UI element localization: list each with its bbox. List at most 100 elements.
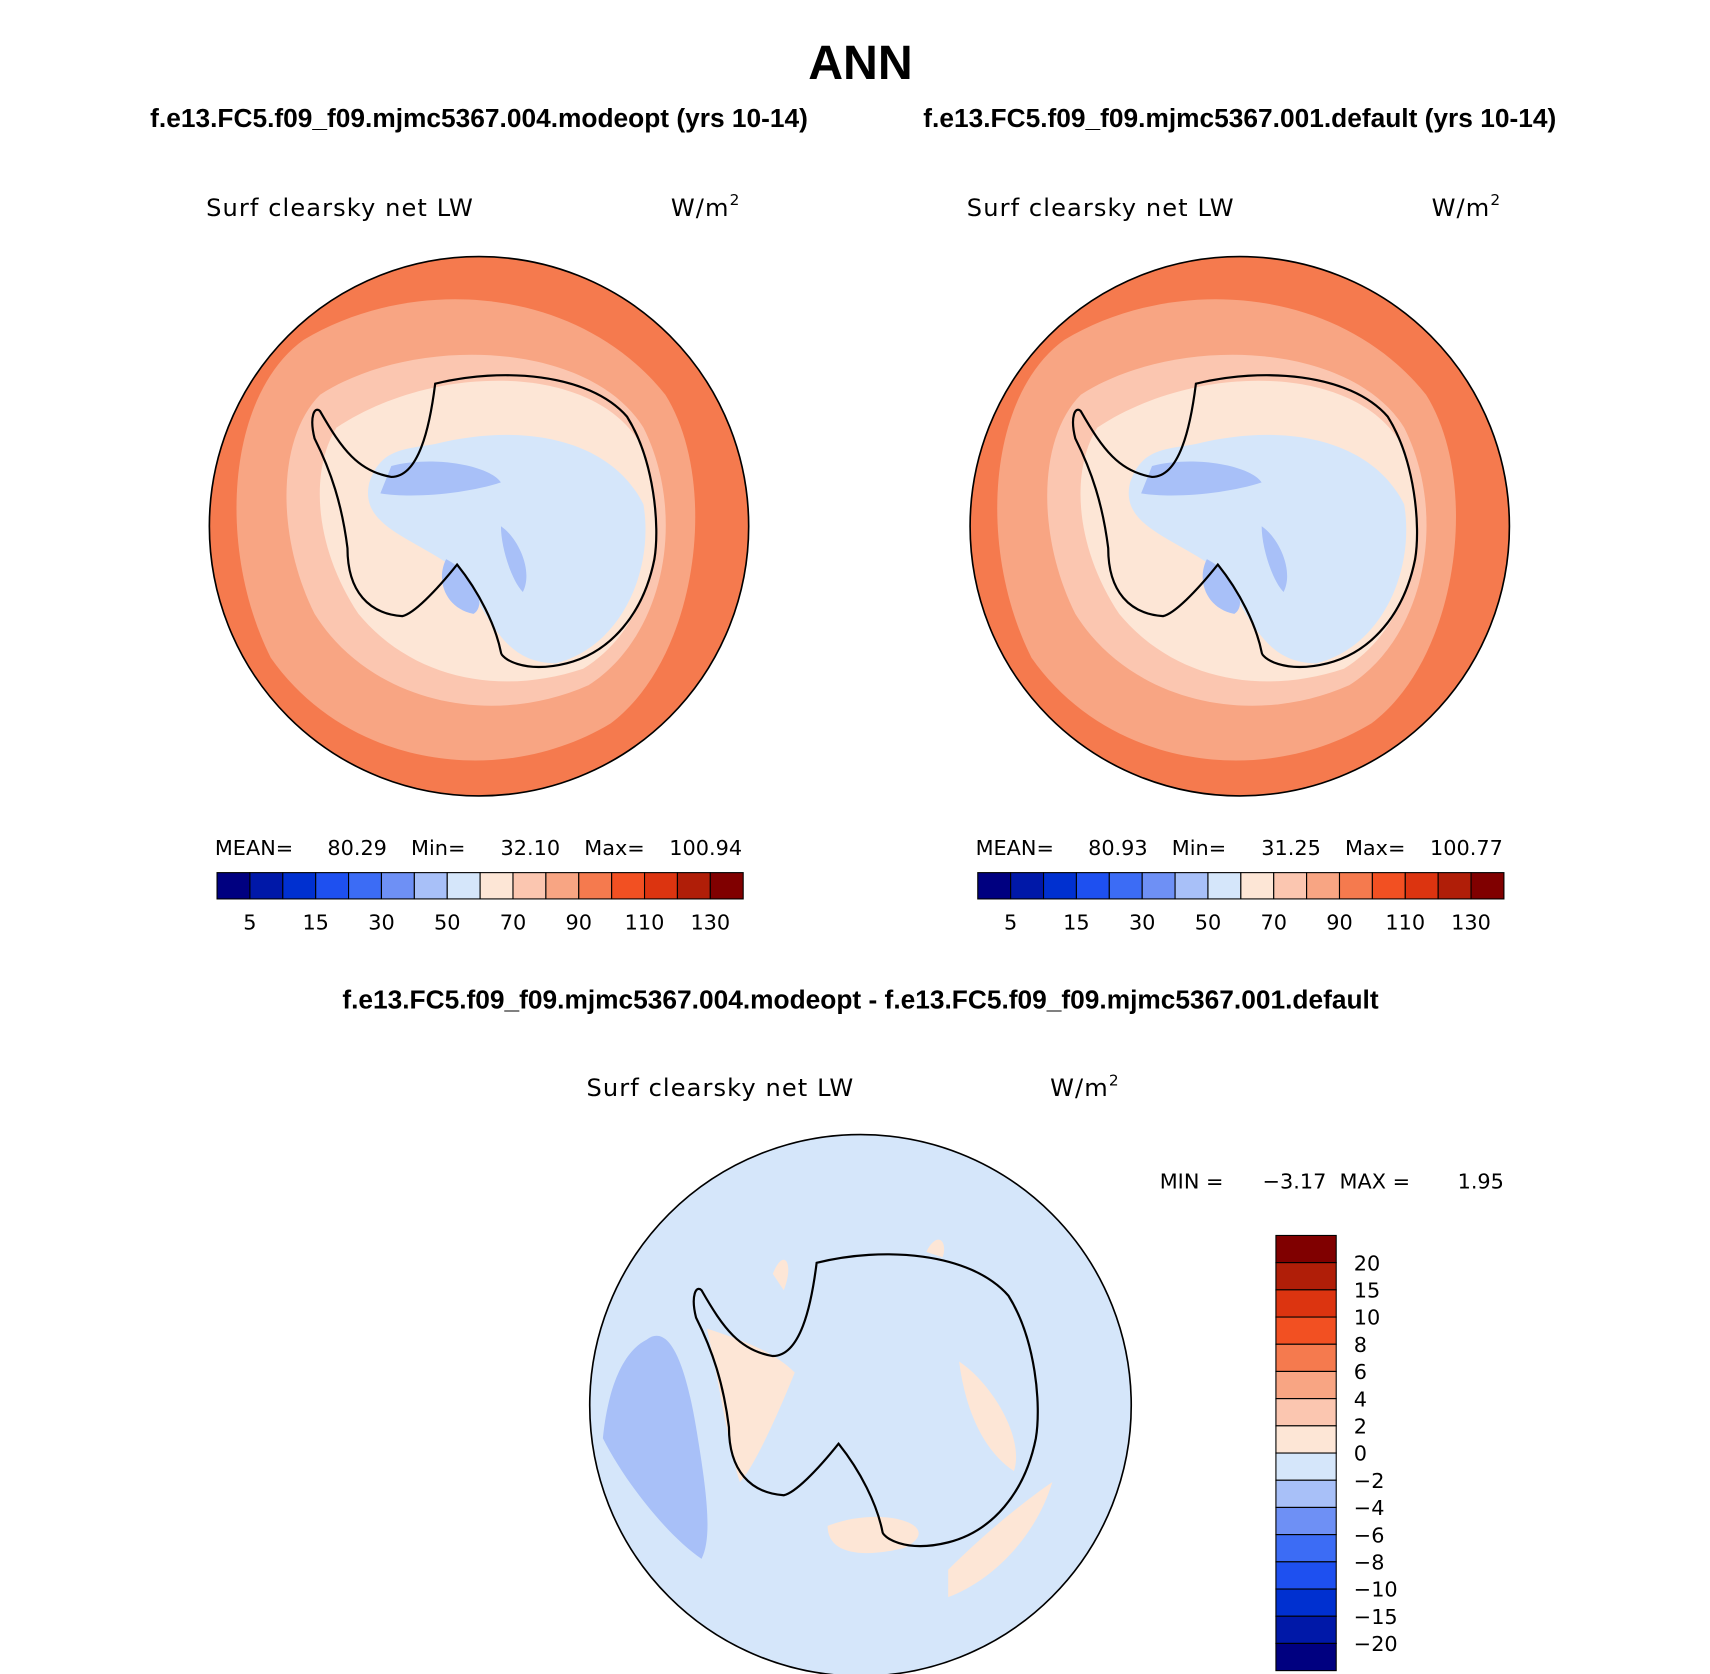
unit: W/m2 xyxy=(671,191,741,222)
colorbar-box xyxy=(1042,872,1077,900)
colorbar-label: 30 xyxy=(368,911,394,935)
colorbar-box xyxy=(1240,872,1275,900)
colorbar-box xyxy=(1275,1425,1337,1454)
colorbar-box xyxy=(479,872,514,900)
colorbar-box xyxy=(1275,1561,1337,1590)
colorbar-label: 15 xyxy=(1063,911,1089,935)
figure-title: ANN xyxy=(808,36,912,90)
stat-value: 80.29 xyxy=(327,836,387,860)
colorbar-label: 10 xyxy=(1354,1306,1380,1330)
colorbar-label: 5 xyxy=(243,911,256,935)
unit: W/m2 xyxy=(1432,191,1502,222)
colorbar-box xyxy=(1470,872,1505,900)
colorbar-label: 70 xyxy=(500,911,526,935)
colorbar-box xyxy=(578,872,613,900)
colorbar-label: −15 xyxy=(1354,1605,1398,1629)
colorbar-box xyxy=(1306,872,1341,900)
colorbar-box xyxy=(1275,1316,1337,1345)
colorbar-box xyxy=(1141,872,1176,900)
colorbar-box xyxy=(676,872,711,900)
colorbar-box xyxy=(1275,1534,1337,1563)
colorbar-label: 4 xyxy=(1354,1387,1367,1411)
map-panel: f.e13.FC5.f09_f09.mjmc5367.001.default (… xyxy=(923,103,1556,934)
colorbar-label: −10 xyxy=(1354,1578,1398,1602)
map xyxy=(970,257,1509,796)
colorbar-box xyxy=(1075,872,1110,900)
colorbar-box xyxy=(216,872,251,900)
colorbar-box xyxy=(709,872,744,900)
stat-label: Min= xyxy=(1172,836,1226,860)
colorbar-box xyxy=(1275,1452,1337,1481)
colorbar-box xyxy=(1371,872,1406,900)
colorbar-box xyxy=(1275,1398,1337,1427)
stat-value: 1.95 xyxy=(1458,1169,1504,1193)
colorbar-box xyxy=(446,872,481,900)
colorbar-label: 5 xyxy=(1004,911,1017,935)
colorbar-box xyxy=(1275,1479,1337,1508)
colorbar-box xyxy=(1174,872,1209,900)
colorbar-label: 2 xyxy=(1354,1415,1367,1439)
colorbar-label: 8 xyxy=(1354,1333,1367,1357)
colorbar-label: 6 xyxy=(1354,1360,1367,1384)
panel-subtitle: f.e13.FC5.f09_f09.mjmc5367.004.modeopt (… xyxy=(150,103,808,133)
colorbar-box xyxy=(1273,872,1308,900)
stat-value: 100.77 xyxy=(1430,836,1503,860)
colorbar-box xyxy=(1275,1588,1337,1617)
colorbar-box xyxy=(1275,1262,1337,1291)
colorbar-box xyxy=(413,872,448,900)
variable-name: Surf clearsky net LW xyxy=(967,194,1235,222)
colorbar-box xyxy=(1010,872,1045,900)
colorbar-box xyxy=(545,872,580,900)
difference-map xyxy=(588,1133,1132,1674)
colorbar-box xyxy=(315,872,350,900)
stat-value: 100.94 xyxy=(669,836,742,860)
colorbar-label: −2 xyxy=(1354,1469,1385,1493)
colorbar-box xyxy=(1108,872,1143,900)
colorbar-box xyxy=(380,872,415,900)
stat-label: Max= xyxy=(1345,836,1405,860)
colorbar-label: −4 xyxy=(1354,1496,1385,1520)
colorbar-label: 30 xyxy=(1129,911,1155,935)
difference-title: f.e13.FC5.f09_f09.mjmc5367.004.modeopt -… xyxy=(342,985,1379,1015)
unit-base: W/m xyxy=(1050,1074,1109,1102)
colorbar-box xyxy=(1207,872,1242,900)
colorbar-label: 50 xyxy=(1195,911,1221,935)
map-panel: f.e13.FC5.f09_f09.mjmc5367.004.modeopt (… xyxy=(150,103,808,934)
stat-label: Min= xyxy=(411,836,465,860)
colorbar-label: 50 xyxy=(434,911,460,935)
colorbar-box xyxy=(249,872,284,900)
unit-base: W/m xyxy=(1432,194,1491,222)
colorbar-label: 0 xyxy=(1354,1442,1367,1466)
colorbar-box xyxy=(1275,1370,1337,1400)
colorbar-label: 90 xyxy=(1326,911,1352,935)
colorbar-label: −20 xyxy=(1354,1632,1398,1656)
unit-superscript: 2 xyxy=(1109,1071,1120,1089)
colorbar-label: −8 xyxy=(1354,1551,1385,1575)
colorbar-label: 20 xyxy=(1354,1251,1380,1275)
panel-subtitle: f.e13.FC5.f09_f09.mjmc5367.001.default (… xyxy=(923,103,1556,133)
colorbar-label: 70 xyxy=(1260,911,1286,935)
colorbar-box xyxy=(282,872,317,900)
colorbar-label: 15 xyxy=(1354,1279,1380,1303)
variable-name: Surf clearsky net LW xyxy=(586,1074,854,1102)
colorbar-label: 90 xyxy=(566,911,592,935)
colorbar-box xyxy=(643,872,678,900)
stat-label: MEAN= xyxy=(215,836,293,860)
unit: W/m2 xyxy=(1050,1071,1120,1102)
stat-value: 32.10 xyxy=(501,836,561,860)
stat-value: −3.17 xyxy=(1263,1169,1327,1193)
unit-base: W/m xyxy=(671,194,730,222)
difference-panel: f.e13.FC5.f09_f09.mjmc5367.004.modeopt -… xyxy=(342,985,1504,1674)
colorbar-box xyxy=(1404,872,1439,900)
colorbar-box xyxy=(1275,1289,1337,1318)
colorbar-label: −6 xyxy=(1354,1523,1385,1547)
colorbar-label: 130 xyxy=(690,911,730,935)
stat-label: MEAN= xyxy=(976,836,1054,860)
colorbar-box xyxy=(1275,1506,1337,1536)
stat-label: MAX = xyxy=(1340,1169,1411,1193)
colorbar-box xyxy=(512,872,547,900)
colorbar-box xyxy=(977,872,1012,900)
unit-superscript: 2 xyxy=(730,191,741,209)
stat-value: 80.93 xyxy=(1088,836,1148,860)
